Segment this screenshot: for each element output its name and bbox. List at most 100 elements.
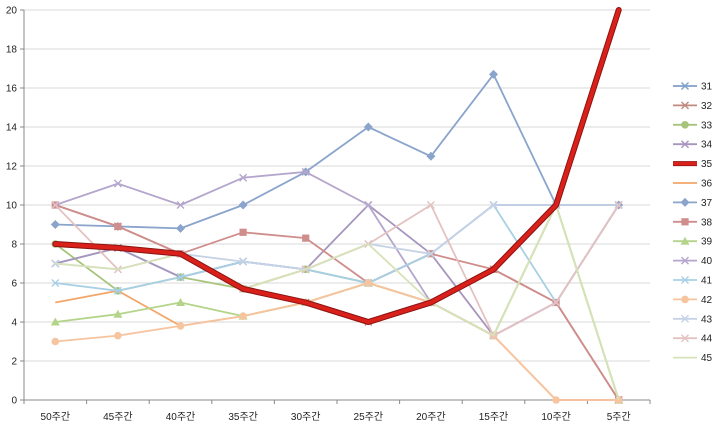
y-tick-label: 4	[11, 318, 17, 329]
legend-item-36: 36	[673, 179, 713, 190]
data-point	[426, 201, 435, 209]
legend-marker	[681, 334, 689, 343]
data-point	[301, 167, 310, 176]
x-tick-label: 35주간	[228, 411, 258, 423]
data-point	[113, 309, 123, 318]
data-point	[176, 322, 185, 330]
legend: 31 32 33 34 35 36 37 38 39 40 41 42 43 44 45	[673, 82, 713, 364]
data-point	[50, 220, 60, 229]
axes	[20, 9, 651, 404]
y-axis-tick-labels: 0 2 4 6 8 10 12 14 16 18 20	[6, 6, 18, 407]
series-line	[53, 8, 621, 324]
series-line	[55, 204, 620, 304]
legend-marker	[681, 256, 689, 265]
data-point	[552, 298, 561, 307]
y-tick-label: 20	[6, 6, 18, 17]
legend-marker	[681, 276, 689, 284]
x-tick-label: 10주간	[541, 411, 571, 423]
legend-label: 38	[701, 217, 713, 228]
data-point	[176, 298, 185, 306]
x-tick-label: 30주간	[291, 411, 321, 423]
data-point	[426, 151, 436, 161]
data-point	[489, 201, 498, 209]
series-line	[55, 282, 619, 401]
series-line	[55, 204, 620, 401]
series-35	[52, 7, 622, 325]
x-tick-label: 5주간	[607, 411, 631, 423]
y-tick-label: 2	[11, 357, 17, 368]
x-tick-label: 20주간	[416, 411, 446, 423]
data-point	[426, 249, 435, 258]
legend-item-42: 42	[673, 295, 713, 306]
legend-marker	[681, 121, 689, 129]
legend-label: 40	[701, 256, 713, 267]
y-tick-label: 6	[11, 279, 17, 290]
data-point	[489, 69, 498, 79]
data-point	[113, 179, 122, 188]
legend-label: 39	[701, 237, 713, 248]
x-axis-tick-labels: 50주간 45주간 40주간 35주간 30주간 25주간 20주간 15주간 10주간 5주간	[41, 411, 631, 423]
legend-marker	[681, 101, 689, 110]
legend-marker	[681, 295, 689, 304]
data-point	[364, 201, 373, 209]
series-41	[51, 201, 623, 307]
legend-label: 45	[701, 353, 713, 364]
series-36	[55, 282, 619, 401]
legend-label: 44	[701, 334, 713, 345]
legend-label: 43	[701, 314, 713, 325]
legend-item-40: 40	[673, 256, 713, 267]
data-point	[176, 201, 185, 209]
data-point	[51, 201, 60, 209]
data-point	[614, 201, 623, 209]
x-tick-label: 25주간	[354, 411, 384, 423]
legend-item-38: 38	[673, 217, 713, 228]
data-point	[51, 337, 60, 346]
legend-marker	[680, 197, 690, 207]
data-point	[239, 312, 247, 320]
x-tick-label: 45주간	[103, 411, 133, 423]
legend-marker	[681, 82, 689, 90]
legend-label: 34	[701, 140, 713, 151]
data-point	[302, 234, 310, 242]
data-point	[50, 317, 60, 326]
legend-item-34: 34	[673, 140, 713, 151]
x-tick-label: 50주간	[41, 411, 71, 423]
y-tick-label: 18	[6, 45, 18, 56]
legend-label: 32	[701, 101, 713, 112]
legend-label: 42	[701, 295, 713, 306]
data-point	[114, 331, 122, 340]
y-tick-label: 12	[6, 162, 18, 173]
legend-label: 37	[701, 198, 713, 209]
x-tick-label: 15주간	[479, 411, 509, 423]
data-point	[552, 396, 560, 404]
legend-marker	[681, 218, 689, 226]
legend-label: 41	[701, 276, 713, 287]
gridlines	[24, 9, 650, 362]
data-point	[364, 279, 373, 287]
y-tick-label: 16	[6, 84, 18, 95]
data-point	[51, 279, 60, 287]
data-point	[176, 223, 185, 233]
legend-label: 31	[701, 82, 713, 93]
legend-item-39: 39	[673, 236, 713, 248]
data-point	[238, 200, 248, 210]
legend-marker	[680, 236, 690, 245]
data-point	[176, 273, 185, 282]
series-42	[51, 279, 623, 404]
y-tick-label: 0	[11, 396, 17, 407]
x-tick-label: 40주간	[166, 411, 196, 423]
series-lines	[50, 7, 624, 404]
legend-item-32: 32	[673, 101, 713, 112]
series-45	[55, 204, 620, 401]
y-tick-label: 10	[6, 201, 18, 212]
data-point	[239, 257, 248, 266]
data-point	[239, 228, 247, 236]
data-point	[114, 222, 122, 231]
legend-item-41: 41	[673, 276, 713, 287]
series-line	[55, 73, 619, 230]
legend-label: 35	[701, 159, 713, 170]
series-line	[55, 282, 619, 401]
data-point	[239, 173, 248, 182]
data-point	[363, 122, 373, 132]
